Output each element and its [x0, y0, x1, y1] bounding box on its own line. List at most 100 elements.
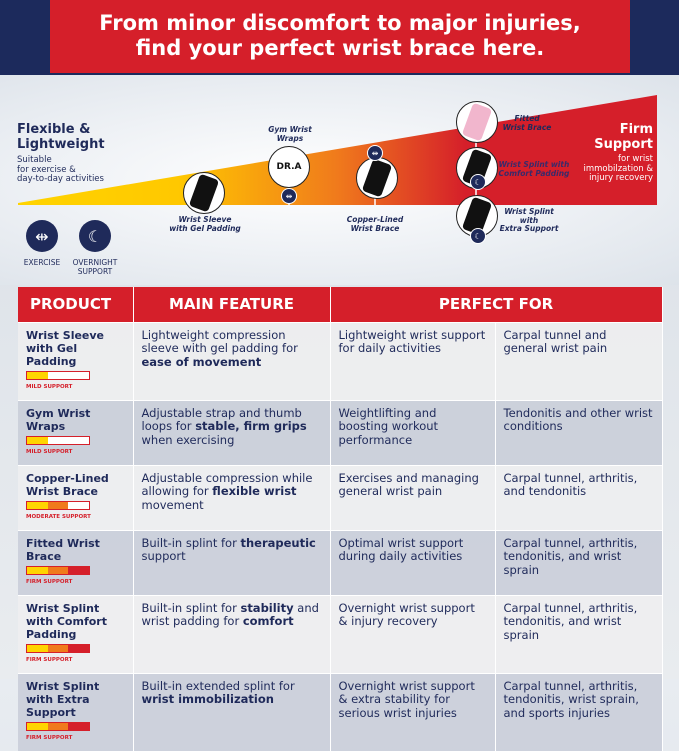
support-level-label: FIRM SUPPORT — [26, 578, 73, 585]
feature-cell: Built-in splint for stability and wrist … — [133, 594, 331, 673]
wedge-shape — [18, 95, 657, 205]
l: Gym Wrist — [268, 125, 312, 134]
table-row: Wrist Splint with Extra Support FIRM SUPP… — [18, 672, 663, 751]
flexible-subtitle: Suitable for exercise & day-to-day activit… — [17, 155, 104, 185]
legend-exercise-label: EXERCISE — [23, 258, 61, 267]
support-bar-segment — [27, 371, 48, 379]
scale-label-wrist-sleeve: Wrist Sleeve with Gel Padding — [160, 215, 250, 233]
support-level-bar — [26, 565, 90, 575]
support-level-bar — [26, 643, 90, 653]
gym-wraps-image: DR.A — [268, 146, 310, 188]
moon-icon: ☾ — [470, 228, 486, 244]
flex-sub-2: for exercise & — [17, 164, 76, 175]
support-bar-segment — [47, 501, 69, 509]
overnight-1: OVERNIGHT — [72, 258, 118, 267]
overnight-2: SUPPORT — [77, 267, 113, 276]
l: Comfort Padding — [498, 168, 570, 178]
condition-cell: Carpal tunnel and general wrist pain — [495, 321, 663, 400]
firm-subtitle: for wrist immobilzation & injury recovery — [583, 154, 653, 184]
l: Wrist Brace — [350, 223, 400, 233]
flexible-title: Flexible & Lightweight — [17, 122, 105, 152]
support-bar-segment — [27, 566, 48, 574]
feature-highlight: stable, firm grips — [195, 419, 307, 433]
feature-cell: Built-in extended splint for wrist immob… — [133, 672, 331, 751]
support-bar-segment — [68, 722, 90, 730]
condition-cell: Carpal tunnel, arthritis, tendonitis, an… — [495, 594, 663, 673]
support-bar-segment — [47, 644, 69, 652]
feature-cell: Adjustable compression while allowing fo… — [133, 464, 331, 530]
feature-highlight: flexible wrist — [212, 484, 297, 498]
feature-highlight: comfort — [242, 614, 294, 628]
table-row: Wrist Splint with Comfort Padding FIRM SU… — [18, 594, 663, 673]
product-name: Copper-Lined Wrist Brace — [26, 471, 109, 498]
l: Fitted — [514, 114, 540, 123]
dumbbell-icon: ⇹ — [26, 220, 58, 252]
wrist-sleeve-image — [183, 172, 225, 214]
copper-brace-image — [356, 157, 398, 199]
feature-cell: Built-in splint for therapeutic support — [133, 529, 331, 595]
use-case-cell: Overnight wrist support & injury recover… — [330, 594, 496, 673]
l: Wrist Splint with — [504, 207, 554, 225]
feature-cell: Adjustable strap and thumb loops for sta… — [133, 399, 331, 465]
feature-text: support — [141, 549, 186, 563]
feature-highlight: ease of movement — [141, 354, 262, 369]
l: Wrist Brace — [502, 122, 552, 132]
product-name: Gym Wrist Wraps — [26, 406, 91, 433]
table-row: Wrist Sleeve with Gel Padding MILD SUPPOR… — [18, 321, 663, 400]
l: Wraps — [276, 133, 304, 143]
header-product: PRODUCT — [18, 287, 134, 322]
support-bar-segment — [27, 644, 48, 652]
support-bar-segment — [68, 371, 90, 379]
support-bar-segment — [68, 566, 90, 574]
product-cell: Gym Wrist Wraps MILD SUPPORT — [18, 399, 134, 465]
condition-cell: Carpal tunnel, arthritis, tendonitis, an… — [495, 529, 663, 595]
use-case-cell: Weightlifting and boosting workout perfo… — [330, 399, 496, 465]
moon-icon: ☾ — [470, 174, 486, 190]
firm-sub-3: injury recovery — [589, 173, 653, 183]
moon-icon: ☾ — [79, 220, 111, 252]
firm-title: Firm Support — [594, 122, 653, 152]
support-level-label: FIRM SUPPORT — [26, 656, 73, 663]
feature-text: Lightweight compression sleeve with gel … — [141, 327, 298, 355]
product-cell: Copper-Lined Wrist Brace MODERATE SUPPORT — [18, 464, 134, 530]
support-level-label: MILD SUPPORT — [26, 448, 73, 455]
l: Wrist Sleeve — [178, 215, 232, 224]
use-case-cell: Exercises and managing general wrist pai… — [330, 464, 496, 530]
table-row: Fitted Wrist Brace FIRM SUPPORT Built-in … — [18, 529, 663, 595]
feature-highlight: therapeutic — [240, 535, 316, 550]
support-bar-segment — [68, 501, 90, 509]
feature-highlight: stability — [240, 600, 294, 615]
feature-text: and wrist padding for — [141, 600, 319, 628]
feature-text: Adjustable strap and thumb loops for — [141, 405, 302, 433]
l: Wrist Splint with — [498, 160, 570, 169]
feature-text: Built-in splint for — [141, 600, 241, 615]
headline-line1: From minor discomfort to major injuries, — [99, 11, 581, 35]
dumbbell-icon: ⇹ — [367, 145, 383, 161]
table-row: Copper-Lined Wrist Brace MODERATE SUPPORT… — [18, 464, 663, 530]
condition-cell: Tendonitis and other wrist conditions — [495, 399, 663, 465]
legend-overnight: ☾ — [79, 220, 111, 252]
feature-text: Adjustable compression while allowing fo… — [141, 470, 313, 498]
table-row: Gym Wrist Wraps MILD SUPPORT Adjustable s… — [18, 399, 663, 465]
headline-banner: From minor discomfort to major injuries,… — [50, 0, 630, 73]
support-level-bar — [26, 435, 90, 445]
product-name: Wrist Splint with Extra Support — [26, 679, 100, 719]
scale-label-copper: Copper-Lined Wrist Brace — [330, 215, 420, 233]
l: Copper-Lined — [346, 215, 404, 224]
support-bar-segment — [27, 436, 48, 444]
use-case-cell: Optimal wrist support during daily activ… — [330, 529, 496, 595]
scale-label-gym-wraps: Gym Wrist Wraps — [245, 125, 335, 143]
header-main-feature: MAIN FEATURE — [133, 287, 331, 322]
l: Extra Support — [499, 224, 559, 233]
legend-exercise: ⇹ — [26, 220, 58, 252]
support-level-label: FIRM SUPPORT — [26, 734, 73, 741]
support-bar-segment — [47, 566, 69, 574]
feature-text: movement — [141, 497, 204, 512]
product-cell: Wrist Splint with Extra Support FIRM SUPP… — [18, 672, 134, 751]
header-perfect-for: PERFECT FOR — [330, 287, 663, 322]
fitted-brace-image — [456, 101, 498, 143]
condition-cell: Carpal tunnel, arthritis, tendonitis, wr… — [495, 672, 663, 751]
firm-sub-2: immobilzation & — [583, 163, 653, 174]
support-level-bar — [26, 370, 90, 380]
scale-label-splint-extra: Wrist Splint with Extra Support — [494, 207, 564, 234]
